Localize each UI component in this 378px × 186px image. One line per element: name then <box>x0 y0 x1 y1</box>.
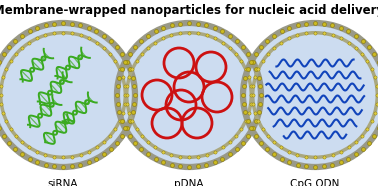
Circle shape <box>243 23 378 167</box>
Text: siRNA: siRNA <box>48 179 78 186</box>
Circle shape <box>117 23 261 167</box>
Text: pDNA: pDNA <box>174 179 204 186</box>
Circle shape <box>0 23 135 167</box>
Text: CpG ODN: CpG ODN <box>290 179 340 186</box>
Text: Membrane-wrapped nanoparticles for nucleic acid delivery: Membrane-wrapped nanoparticles for nucle… <box>0 4 378 17</box>
